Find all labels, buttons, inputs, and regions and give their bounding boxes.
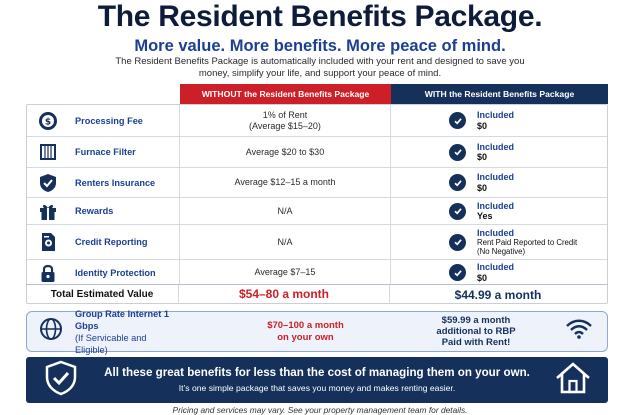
with-status: Included xyxy=(477,141,515,152)
check-icon xyxy=(449,233,466,251)
wifi-icon xyxy=(565,318,593,345)
column-header-with: WITH the Resident Benefits Package xyxy=(391,84,608,104)
page-subtitle: More value. More benefits. More peace of… xyxy=(134,37,506,55)
with-status: Included xyxy=(477,200,515,211)
feature-label: Credit Reporting xyxy=(75,237,148,247)
lock-icon xyxy=(37,262,59,284)
feature-label: Processing Fee xyxy=(75,115,143,126)
with-value: $0 xyxy=(477,152,488,162)
with-status: Included xyxy=(477,227,515,238)
without-value: 1% of Rent (Average $15–20) xyxy=(180,105,391,136)
with-status: Included xyxy=(477,110,515,120)
column-header-without: WITHOUT the Resident Benefits Package xyxy=(180,84,391,104)
feature-label: Identity Protection xyxy=(75,267,156,278)
total-without: $54–80 a month xyxy=(179,285,390,304)
globe-icon xyxy=(39,317,63,346)
without-value: Average $7–15 xyxy=(180,260,391,285)
without-value: N/A xyxy=(180,225,391,259)
benefits-table: $ Processing Fee 1% of Rent (Average $15… xyxy=(26,104,608,304)
footer-disclaimer: Pricing and services may vary. See your … xyxy=(172,405,468,415)
gift-icon xyxy=(37,200,59,222)
table-row-credit-reporting: Credit Reporting N/A Included Rent Paid R… xyxy=(27,225,607,260)
svg-text:$: $ xyxy=(45,117,51,127)
table-row-processing-fee: $ Processing Fee 1% of Rent (Average $15… xyxy=(27,105,607,137)
check-icon xyxy=(449,143,466,161)
filter-icon xyxy=(37,141,59,163)
internet-with-paid: Paid with Rent! xyxy=(441,337,511,348)
without-value: Average $12–15 a month xyxy=(180,168,391,197)
without-value: N/A xyxy=(180,198,391,224)
internet-with-price: $59.99 a month xyxy=(441,315,511,326)
total-with: $44.99 a month xyxy=(454,287,542,302)
shield-check-icon xyxy=(44,360,78,401)
check-icon xyxy=(449,264,466,281)
internet-row: Group Rate Internet 1 Gbps (If Servicable… xyxy=(26,308,608,355)
table-row-rewards: Rewards N/A Included Yes xyxy=(27,198,607,225)
shield-check-icon xyxy=(37,172,59,194)
feature-label: Furnace Filter xyxy=(75,147,136,157)
check-icon xyxy=(449,112,466,129)
internet-label: Group Rate Internet 1 Gbps xyxy=(75,308,169,331)
without-value: Average $20 to $30 xyxy=(180,137,391,167)
total-row: Total Estimated Value $54–80 a month $44… xyxy=(26,284,608,304)
dollar-gear-icon: $ xyxy=(37,110,59,132)
with-value: $0 xyxy=(477,182,488,193)
banner-subtext: It’s one simple package that saves you m… xyxy=(178,383,456,393)
internet-sublabel: (If Servicable and Eligible) xyxy=(75,332,147,355)
intro-text: The Resident Benefits Package is automat… xyxy=(115,56,525,79)
with-value: Yes xyxy=(477,211,493,221)
total-label: Total Estimated Value xyxy=(26,285,179,304)
with-value: $0 xyxy=(477,120,488,131)
table-row-furnace-filter: Furnace Filter Average $20 to $30 Includ… xyxy=(27,137,607,168)
with-value: $0 xyxy=(477,272,488,283)
internet-without-note: on your own xyxy=(277,331,334,343)
credit-report-icon xyxy=(37,231,59,253)
with-value: Rent Paid Reported to Credit (No Negativ… xyxy=(477,238,578,257)
with-status: Included xyxy=(477,262,515,272)
house-icon xyxy=(554,361,592,400)
feature-label: Rewards xyxy=(75,206,114,216)
internet-without-price: $70–100 a month xyxy=(267,319,344,331)
with-status: Included xyxy=(477,172,515,182)
check-icon xyxy=(449,174,466,191)
table-row-renters-insurance: Renters Insurance Average $12–15 a month… xyxy=(27,168,607,198)
internet-with-note: additional to RBP xyxy=(436,326,516,337)
banner-headline: All these great benefits for less than t… xyxy=(104,366,530,379)
table-row-identity-protection: Identity Protection Average $7–15 Includ… xyxy=(27,260,607,285)
summary-banner: All these great benefits for less than t… xyxy=(26,357,608,403)
feature-label: Renters Insurance xyxy=(75,177,156,188)
page-title: The Resident Benefits Package. xyxy=(97,0,543,33)
check-icon xyxy=(449,202,466,220)
